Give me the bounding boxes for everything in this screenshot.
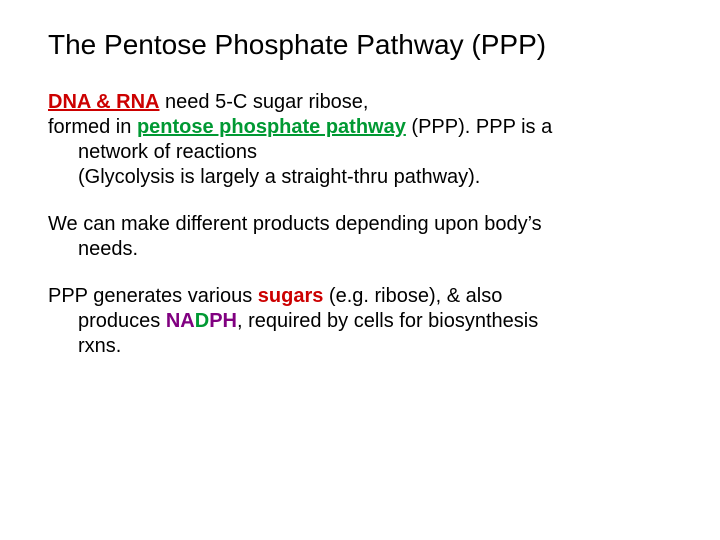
- p1-text-a: need 5-C sugar ribose,: [159, 91, 368, 113]
- p1-text-b: formed in: [48, 116, 137, 138]
- p2-line-1: We can make different products depending…: [48, 213, 542, 235]
- p3-text-d: , required by cells for biosynthesis: [237, 310, 538, 332]
- p1-line-3: network of reactions: [48, 140, 672, 165]
- p3-line-3: rxns.: [48, 334, 672, 359]
- ppp-term: pentose phosphate pathway: [137, 116, 406, 138]
- p1-text-c: (PPP). PPP is a: [406, 116, 552, 138]
- slide-title: The Pentose Phosphate Pathway (PPP): [48, 28, 672, 62]
- slide: The Pentose Phosphate Pathway (PPP) DNA …: [0, 0, 720, 359]
- nadph-na: NA: [166, 310, 195, 332]
- paragraph-2: We can make different products depending…: [48, 212, 672, 262]
- sugars-term: sugars: [258, 285, 324, 307]
- nadph-d: D: [195, 310, 209, 332]
- paragraph-1: DNA & RNA need 5-C sugar ribose, formed …: [48, 90, 672, 190]
- p2-line-2: needs.: [48, 237, 672, 262]
- dna-rna-term: DNA & RNA: [48, 91, 159, 113]
- nadph-ph: PH: [209, 310, 237, 332]
- p3-text-a: PPP generates various: [48, 285, 258, 307]
- p1-line-4: (Glycolysis is largely a straight-thru p…: [48, 165, 672, 190]
- paragraph-3: PPP generates various sugars (e.g. ribos…: [48, 284, 672, 359]
- p3-text-c: produces: [78, 310, 166, 332]
- p3-text-b: (e.g. ribose), & also: [323, 285, 502, 307]
